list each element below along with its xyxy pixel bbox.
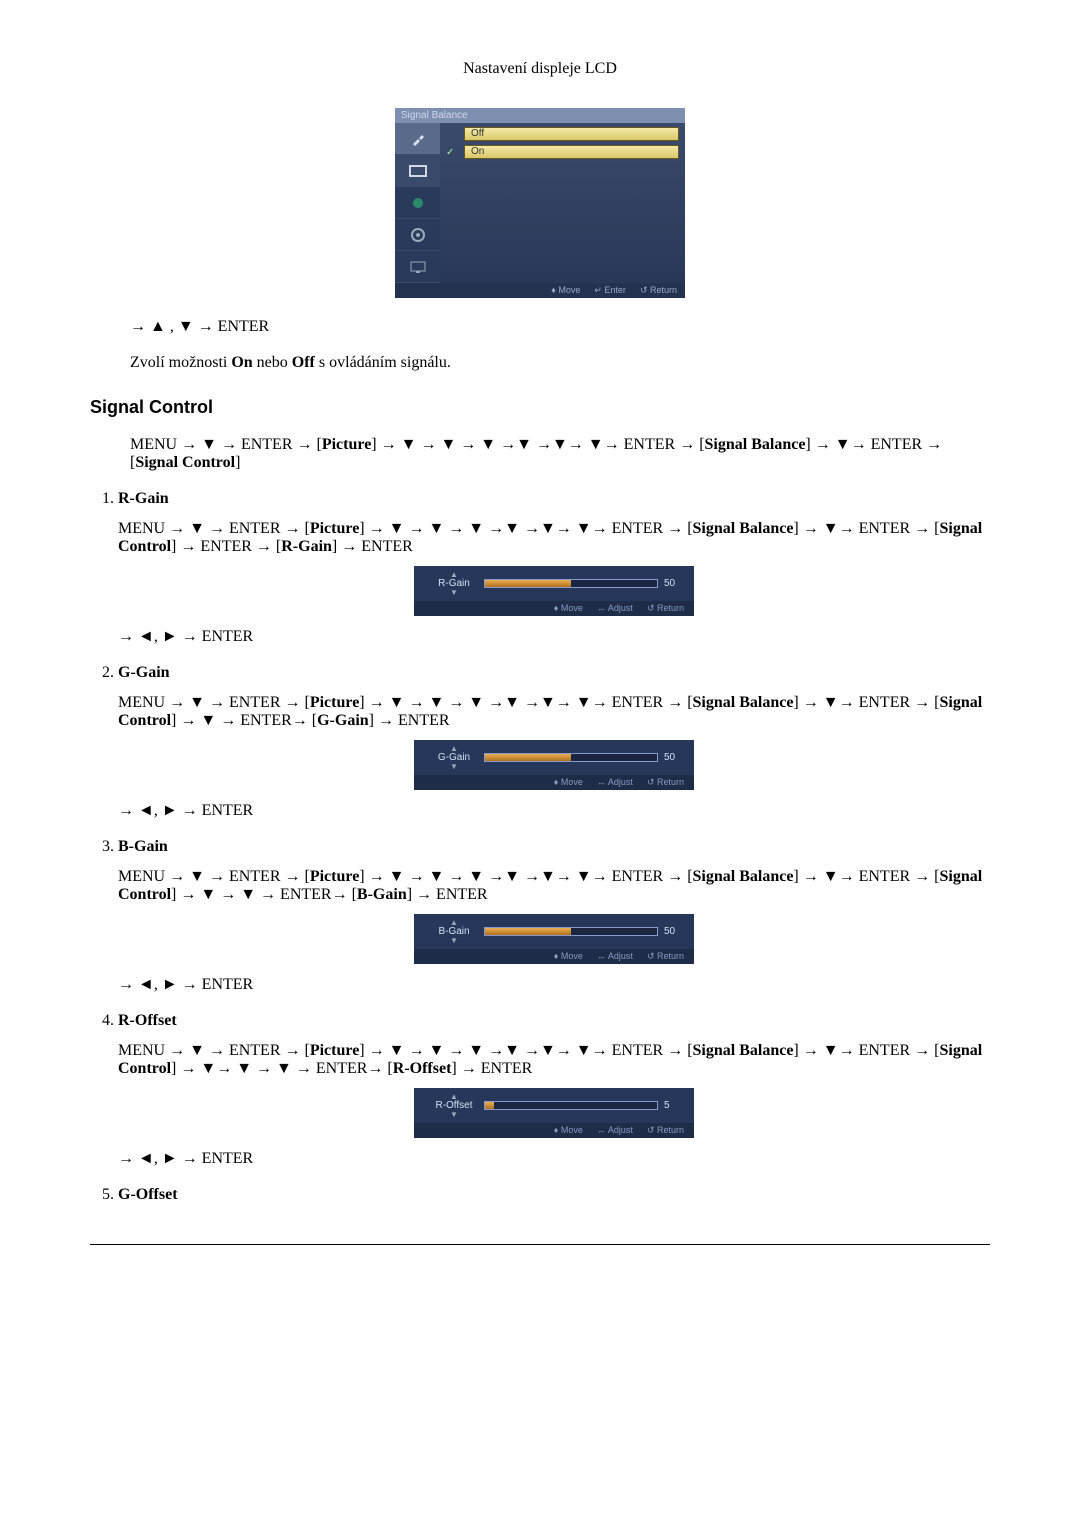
osd-sidebar xyxy=(395,123,440,283)
slider-footer: ♦ Move↔ Adjust↺ Return xyxy=(414,1123,694,1138)
slider-label: ▲G-Gain▼ xyxy=(424,745,484,770)
item-title: R-Offset xyxy=(118,1012,990,1030)
slider-track[interactable] xyxy=(484,579,658,588)
item-G-Gain: G-Gain MENU → ▼ → ENTER → [Picture] → ▼ →… xyxy=(118,664,990,820)
item-menu-path: MENU → ▼ → ENTER → [Picture] → ▼ → ▼ → ▼… xyxy=(118,520,990,556)
osd-footer-return: ↺ Return xyxy=(640,285,677,296)
slider-value: 5 xyxy=(664,1100,684,1111)
page-header: Nastavení displeje LCD xyxy=(90,60,990,78)
nav-updown-line: → ▲ , ▼ → ENTER xyxy=(130,318,990,336)
osd-footer-enter: ↵ Enter xyxy=(594,285,626,296)
icon-circle-green xyxy=(395,187,440,219)
icon-display xyxy=(395,251,440,283)
item-title: R-Gain xyxy=(118,490,990,508)
intro-path: MENU → ▼ → ENTER → [Picture] → ▼ → ▼ → ▼… xyxy=(130,436,990,472)
section-title-signal-control: Signal Control xyxy=(90,397,990,418)
icon-tools xyxy=(395,123,440,155)
slider-value: 50 xyxy=(664,752,684,763)
slider-footer: ♦ Move↔ Adjust↺ Return xyxy=(414,775,694,790)
slider-label: ▲B-Gain▼ xyxy=(424,919,484,944)
slider-value: 50 xyxy=(664,926,684,937)
slider-footer: ♦ Move↔ Adjust↺ Return xyxy=(414,949,694,964)
item-R-Gain: R-Gain MENU → ▼ → ENTER → [Picture] → ▼ →… xyxy=(118,490,990,646)
osd-option-on[interactable]: ✓ On xyxy=(446,145,679,159)
items-list: R-Gain MENU → ▼ → ENTER → [Picture] → ▼ →… xyxy=(118,490,990,1204)
item-nav-line: → ◄, ► → ENTER xyxy=(118,802,990,820)
item-nav-line: → ◄, ► → ENTER xyxy=(118,976,990,994)
item-title: B-Gain xyxy=(118,838,990,856)
item-B-Gain: B-Gain MENU → ▼ → ENTER → [Picture] → ▼ →… xyxy=(118,838,990,994)
osd-slider-B-Gain: ▲B-Gain▼ 50 ♦ Move↔ Adjust↺ Return xyxy=(414,914,694,964)
slider-track[interactable] xyxy=(484,753,658,762)
item-menu-path: MENU → ▼ → ENTER → [Picture] → ▼ → ▼ → ▼… xyxy=(118,694,990,730)
osd-option-off[interactable]: Off xyxy=(446,127,679,141)
footer-rule xyxy=(90,1244,990,1245)
item-G-Offset: G-Offset xyxy=(118,1186,990,1204)
slider-value: 50 xyxy=(664,578,684,589)
item-title: G-Offset xyxy=(118,1186,990,1204)
item-menu-path: MENU → ▼ → ENTER → [Picture] → ▼ → ▼ → ▼… xyxy=(118,1042,990,1078)
osd-slider-G-Gain: ▲G-Gain▼ 50 ♦ Move↔ Adjust↺ Return xyxy=(414,740,694,790)
slider-footer: ♦ Move↔ Adjust↺ Return xyxy=(414,601,694,616)
icon-picture xyxy=(395,155,440,187)
slider-label: ▲R-Gain▼ xyxy=(424,571,484,596)
osd-slider-R-Offset: ▲R-Offset▼ 5 ♦ Move↔ Adjust↺ Return xyxy=(414,1088,694,1138)
osd-signal-balance-panel: Signal Balance Off ✓ xyxy=(395,108,685,298)
osd-title: Signal Balance xyxy=(395,108,685,123)
icon-gear xyxy=(395,219,440,251)
item-menu-path: MENU → ▼ → ENTER → [Picture] → ▼ → ▼ → ▼… xyxy=(118,868,990,904)
osd-footer: ♦ Move ↵ Enter ↺ Return xyxy=(395,283,685,298)
slider-track[interactable] xyxy=(484,927,658,936)
item-nav-line: → ◄, ► → ENTER xyxy=(118,628,990,646)
item-title: G-Gain xyxy=(118,664,990,682)
onoff-description: Zvolí možnosti On nebo Off s ovládáním s… xyxy=(130,354,990,372)
item-nav-line: → ◄, ► → ENTER xyxy=(118,1150,990,1168)
osd-option-label: On xyxy=(464,145,679,159)
osd-option-label: Off xyxy=(464,127,679,141)
slider-label: ▲R-Offset▼ xyxy=(424,1093,484,1118)
osd-option-mark: ✓ xyxy=(446,147,458,158)
item-R-Offset: R-Offset MENU → ▼ → ENTER → [Picture] → ▼… xyxy=(118,1012,990,1168)
osd-footer-move: ♦ Move xyxy=(551,285,580,296)
osd-slider-R-Gain: ▲R-Gain▼ 50 ♦ Move↔ Adjust↺ Return xyxy=(414,566,694,616)
slider-track[interactable] xyxy=(484,1101,658,1110)
